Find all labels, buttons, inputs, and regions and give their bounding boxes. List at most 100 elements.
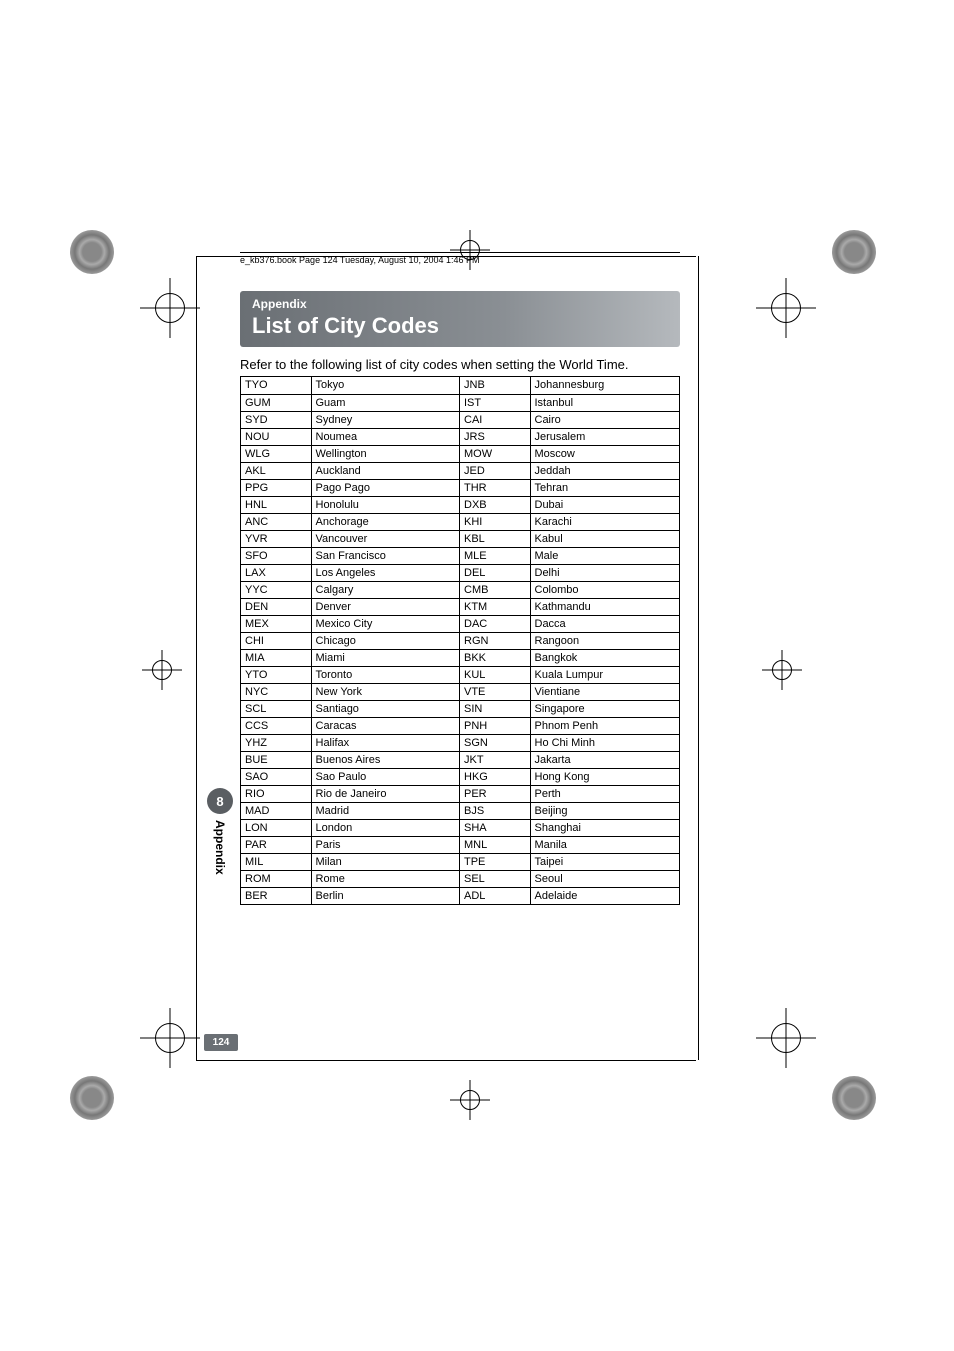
city-name: Pago Pago bbox=[311, 479, 460, 496]
city-code: YTO bbox=[241, 666, 311, 683]
city-name: Noumea bbox=[311, 428, 460, 445]
city-name: Jakarta bbox=[530, 751, 679, 768]
city-name: Honolulu bbox=[311, 496, 460, 513]
city-code: RIO bbox=[241, 785, 311, 802]
crosshair-small-icon bbox=[142, 650, 182, 690]
city-code: YYC bbox=[241, 581, 311, 598]
table-row: NOUNoumea bbox=[241, 428, 460, 445]
city-code: SGN bbox=[460, 734, 530, 751]
reg-mark-icon bbox=[832, 230, 876, 274]
city-code: KUL bbox=[460, 666, 530, 683]
city-code: SHA bbox=[460, 819, 530, 836]
city-name: Sao Paulo bbox=[311, 768, 460, 785]
city-name: Guam bbox=[311, 394, 460, 411]
city-code: DXB bbox=[460, 496, 530, 513]
city-codes-table: TYOTokyoGUMGuamSYDSydneyNOUNoumeaWLGWell… bbox=[240, 376, 680, 905]
city-code: MNL bbox=[460, 836, 530, 853]
city-code: MEX bbox=[241, 615, 311, 632]
city-code: KTM bbox=[460, 598, 530, 615]
table-row: SAOSao Paulo bbox=[241, 768, 460, 785]
city-name: Miami bbox=[311, 649, 460, 666]
city-code: MLE bbox=[460, 547, 530, 564]
table-row: CMBColombo bbox=[460, 581, 679, 598]
table-row: SELSeoul bbox=[460, 870, 679, 887]
table-row: TPETaipei bbox=[460, 853, 679, 870]
city-code: BUE bbox=[241, 751, 311, 768]
city-name: London bbox=[311, 819, 460, 836]
city-name: Paris bbox=[311, 836, 460, 853]
city-name: Singapore bbox=[530, 700, 679, 717]
city-name: Cairo bbox=[530, 411, 679, 428]
crosshair-small-icon bbox=[762, 650, 802, 690]
city-code: PAR bbox=[241, 836, 311, 853]
reg-mark-icon bbox=[70, 1076, 114, 1120]
city-name: Jeddah bbox=[530, 462, 679, 479]
side-tab-label: Appendix bbox=[213, 820, 227, 875]
table-row: AKLAuckland bbox=[241, 462, 460, 479]
table-row: DACDacca bbox=[460, 615, 679, 632]
city-name: Chicago bbox=[311, 632, 460, 649]
table-row: CHIChicago bbox=[241, 632, 460, 649]
table-row: SGNHo Chi Minh bbox=[460, 734, 679, 751]
city-name: Vancouver bbox=[311, 530, 460, 547]
city-code: WLG bbox=[241, 445, 311, 462]
reg-mark-icon bbox=[832, 1076, 876, 1120]
city-code: MOW bbox=[460, 445, 530, 462]
city-name: Istanbul bbox=[530, 394, 679, 411]
city-code: CHI bbox=[241, 632, 311, 649]
table-row: RIORio de Janeiro bbox=[241, 785, 460, 802]
city-code: YHZ bbox=[241, 734, 311, 751]
page-content: e_kb376.book Page 124 Tuesday, August 10… bbox=[240, 252, 680, 905]
table-row: BUEBuenos Aires bbox=[241, 751, 460, 768]
city-name: Anchorage bbox=[311, 513, 460, 530]
city-name: Taipei bbox=[530, 853, 679, 870]
city-name: Rome bbox=[311, 870, 460, 887]
city-code: LON bbox=[241, 819, 311, 836]
city-code: GUM bbox=[241, 394, 311, 411]
city-code: MAD bbox=[241, 802, 311, 819]
table-row: NYCNew York bbox=[241, 683, 460, 700]
table-row: VTEVientiane bbox=[460, 683, 679, 700]
city-code: DAC bbox=[460, 615, 530, 632]
city-name: Kathmandu bbox=[530, 598, 679, 615]
city-code: TPE bbox=[460, 853, 530, 870]
city-code: ANC bbox=[241, 513, 311, 530]
city-code: PER bbox=[460, 785, 530, 802]
table-row: SYDSydney bbox=[241, 411, 460, 428]
city-code: JKT bbox=[460, 751, 530, 768]
table-row: WLGWellington bbox=[241, 445, 460, 462]
city-code: RGN bbox=[460, 632, 530, 649]
city-name: Kuala Lumpur bbox=[530, 666, 679, 683]
city-code: CCS bbox=[241, 717, 311, 734]
city-codes-left: TYOTokyoGUMGuamSYDSydneyNOUNoumeaWLGWell… bbox=[241, 377, 460, 904]
city-code: KHI bbox=[460, 513, 530, 530]
city-name: Caracas bbox=[311, 717, 460, 734]
table-row: CAICairo bbox=[460, 411, 679, 428]
crosshair-icon bbox=[140, 1008, 200, 1068]
city-code: ROM bbox=[241, 870, 311, 887]
table-row: DENDenver bbox=[241, 598, 460, 615]
city-name: Dacca bbox=[530, 615, 679, 632]
city-code: LAX bbox=[241, 564, 311, 581]
city-code: HNL bbox=[241, 496, 311, 513]
city-name: Colombo bbox=[530, 581, 679, 598]
table-row: MILMilan bbox=[241, 853, 460, 870]
city-code: JED bbox=[460, 462, 530, 479]
city-name: Santiago bbox=[311, 700, 460, 717]
city-code: PNH bbox=[460, 717, 530, 734]
table-row: KTMKathmandu bbox=[460, 598, 679, 615]
city-code: NOU bbox=[241, 428, 311, 445]
table-row: RGNRangoon bbox=[460, 632, 679, 649]
table-row: SCLSantiago bbox=[241, 700, 460, 717]
table-row: JKTJakarta bbox=[460, 751, 679, 768]
table-row: KBLKabul bbox=[460, 530, 679, 547]
table-row: BKKBangkok bbox=[460, 649, 679, 666]
city-code: BER bbox=[241, 887, 311, 904]
city-code: KBL bbox=[460, 530, 530, 547]
city-code: BKK bbox=[460, 649, 530, 666]
table-row: SINSingapore bbox=[460, 700, 679, 717]
trim-line bbox=[698, 256, 699, 1060]
intro-text: Refer to the following list of city code… bbox=[240, 357, 680, 372]
city-code: MIL bbox=[241, 853, 311, 870]
table-row: CCSCaracas bbox=[241, 717, 460, 734]
